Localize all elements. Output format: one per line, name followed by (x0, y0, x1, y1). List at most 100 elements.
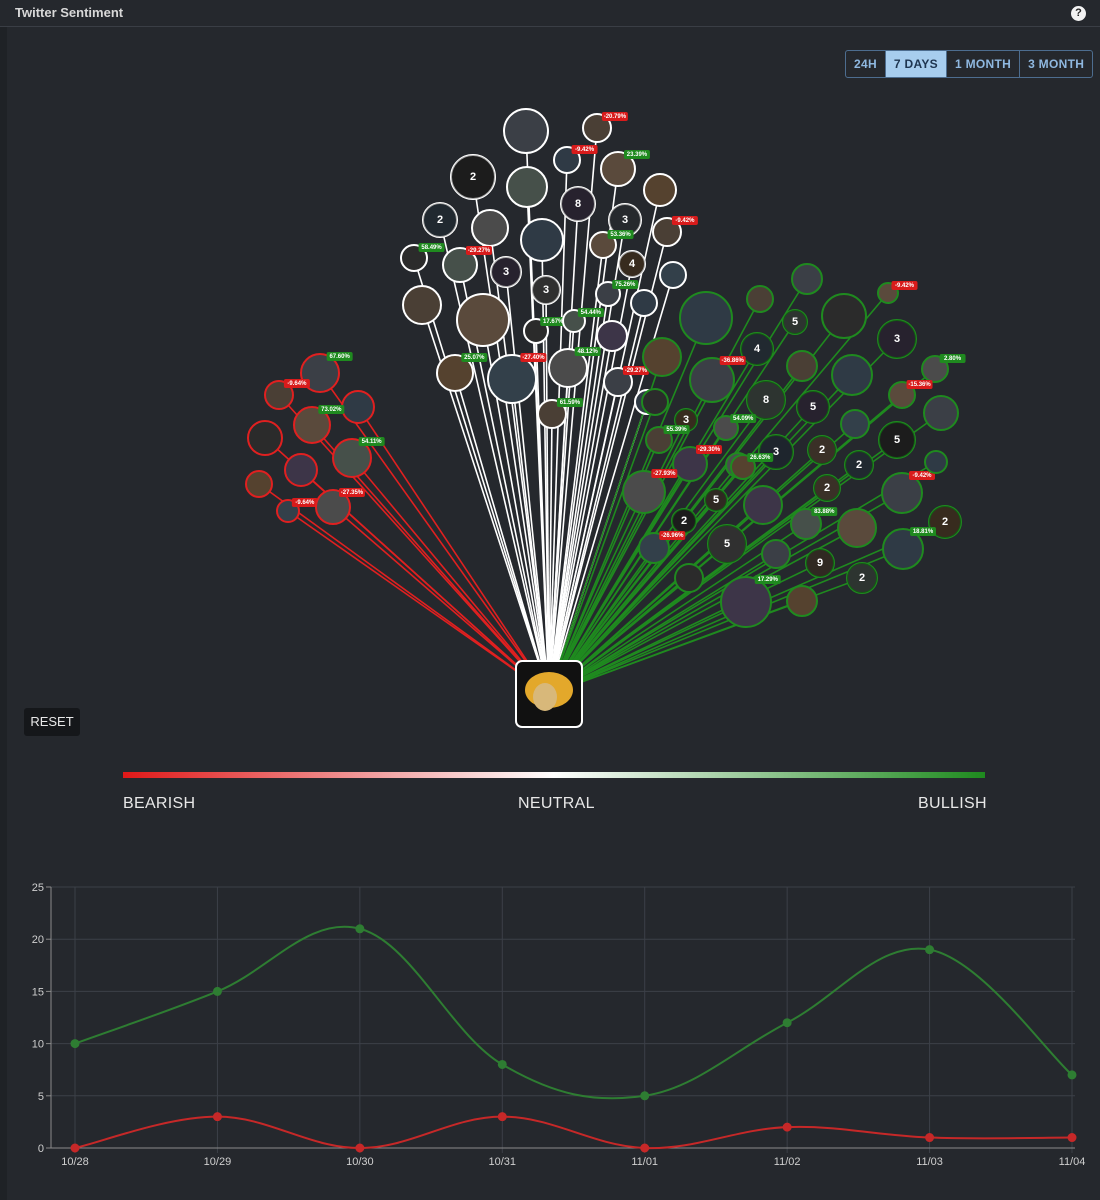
account-node-neu-4[interactable]: 2 (450, 154, 496, 200)
account-avatar[interactable] (743, 485, 783, 525)
account-avatar[interactable] (245, 470, 273, 498)
data-point-0-3[interactable] (497, 1059, 507, 1069)
account-node-bul-47[interactable] (786, 585, 818, 617)
account-node-bul-5[interactable]: 5 (782, 309, 808, 335)
account-avatar[interactable] (641, 388, 669, 416)
account-avatar[interactable] (471, 209, 509, 247)
account-node-neu-30[interactable]: -29.27% (603, 366, 649, 397)
account-node-neu-24[interactable]: 17.67% (523, 317, 567, 344)
account-avatar[interactable] (831, 354, 873, 396)
account-node-bul-18[interactable] (840, 409, 870, 439)
account-node-bul-11[interactable] (786, 350, 818, 382)
account-node-neu-14[interactable]: 58.49% (400, 243, 445, 272)
account-node-neu-3[interactable]: 23.39% (600, 150, 650, 187)
account-avatar[interactable] (720, 576, 772, 628)
account-avatar[interactable] (746, 380, 786, 420)
account-avatar[interactable] (805, 548, 835, 578)
account-node-bul-38[interactable]: -26.96% (638, 531, 686, 564)
account-node-neu-23[interactable] (456, 293, 510, 347)
account-node-neu-26[interactable] (596, 320, 628, 352)
tab-7-days[interactable]: 7 DAYS (885, 51, 947, 77)
account-node-bul-8[interactable]: 4 (740, 332, 774, 366)
account-avatar[interactable] (881, 472, 923, 514)
account-avatar[interactable] (782, 309, 808, 335)
account-avatar[interactable] (402, 285, 442, 325)
account-avatar[interactable] (704, 488, 728, 512)
account-avatar[interactable] (791, 263, 823, 295)
account-avatar[interactable] (456, 293, 510, 347)
data-point-1-0[interactable] (70, 1143, 80, 1153)
account-node-bul-45[interactable]: 2 (846, 562, 878, 594)
account-node-bul-7[interactable] (642, 337, 682, 377)
account-node-bul-12[interactable] (831, 354, 873, 396)
account-avatar[interactable] (560, 186, 596, 222)
account-avatar[interactable] (596, 320, 628, 352)
account-avatar[interactable] (844, 450, 874, 480)
account-node-neu-7[interactable] (643, 173, 677, 207)
account-node-neu-29[interactable]: 48.12% (548, 347, 601, 388)
account-avatar[interactable] (924, 450, 948, 474)
account-node-bul-23[interactable]: 2 (807, 435, 837, 465)
account-node-bul-33[interactable]: 2 (813, 474, 841, 502)
account-avatar[interactable] (341, 390, 375, 424)
account-avatar[interactable] (506, 166, 548, 208)
account-avatar[interactable] (846, 562, 878, 594)
data-point-0-7[interactable] (1067, 1070, 1077, 1080)
account-node-neu-19[interactable]: 3 (531, 275, 561, 305)
account-avatar[interactable] (618, 250, 646, 278)
account-avatar[interactable] (796, 390, 830, 424)
tab-24h[interactable]: 24H (846, 51, 886, 77)
data-point-0-0[interactable] (70, 1039, 80, 1049)
account-node-bul-37[interactable]: 2 (928, 505, 962, 539)
data-point-1-1[interactable] (212, 1112, 222, 1122)
account-node-bul-2[interactable] (679, 291, 733, 345)
account-node-bear-3[interactable]: 73.02% (293, 405, 345, 444)
account-avatar[interactable] (877, 319, 917, 359)
account-node-bear-6[interactable] (284, 453, 318, 487)
tab-1-month[interactable]: 1 MONTH (947, 51, 1021, 77)
data-point-1-3[interactable] (497, 1112, 507, 1122)
account-node-bul-10[interactable]: -36.86% (689, 356, 746, 403)
account-node-bear-1[interactable]: -9.64% (264, 379, 310, 410)
account-node-bul-31[interactable]: 5 (704, 488, 728, 512)
account-node-neu-28[interactable]: -27.40% (487, 353, 547, 404)
account-node-bul-4[interactable] (821, 293, 867, 339)
data-point-1-4[interactable] (640, 1143, 650, 1153)
account-node-neu-0[interactable] (503, 108, 549, 154)
account-node-bear-4[interactable] (247, 420, 283, 456)
account-node-bul-20[interactable] (923, 395, 959, 431)
account-node-bul-0[interactable] (791, 263, 823, 295)
account-avatar[interactable] (659, 261, 687, 289)
account-node-bul-15[interactable]: 8 (746, 380, 786, 420)
account-node-bear-8[interactable]: -9.64% (276, 498, 318, 523)
account-node-bul-3[interactable]: -9.42% (877, 281, 918, 304)
account-avatar[interactable] (761, 539, 791, 569)
account-avatar[interactable] (790, 508, 822, 540)
account-avatar[interactable] (293, 406, 331, 444)
account-node-neu-27[interactable]: 25.07% (436, 353, 488, 392)
account-avatar[interactable] (300, 353, 340, 393)
account-node-bul-39[interactable]: 5 (707, 524, 747, 564)
account-node-neu-11[interactable]: -9.42% (652, 216, 698, 247)
account-node-bul-26[interactable]: -29.30% (672, 445, 722, 482)
data-point-0-4[interactable] (640, 1091, 650, 1101)
account-avatar[interactable] (247, 420, 283, 456)
account-node-bul-41[interactable]: 9 (805, 548, 835, 578)
account-node-bul-22[interactable]: 3 (758, 434, 794, 470)
data-point-0-5[interactable] (782, 1018, 792, 1028)
account-node-bul-35[interactable]: 83.88% (790, 507, 838, 540)
account-avatar[interactable] (548, 348, 588, 388)
account-node-neu-1[interactable]: -20.79% (582, 112, 628, 143)
data-point-0-1[interactable] (212, 986, 222, 996)
account-node-bul-44[interactable] (674, 563, 704, 593)
account-avatar[interactable] (487, 354, 537, 404)
account-avatar[interactable] (707, 524, 747, 564)
account-avatar[interactable] (878, 421, 916, 459)
account-avatar[interactable] (807, 435, 837, 465)
account-node-bul-9[interactable]: 2.80% (921, 354, 966, 383)
account-node-neu-12[interactable] (520, 218, 564, 262)
account-node-bear-9[interactable]: -27.35% (315, 488, 365, 525)
account-node-neu-5[interactable] (506, 166, 548, 208)
account-node-bul-34[interactable]: 2 (671, 508, 697, 534)
account-node-neu-31[interactable]: 61.59% (537, 398, 583, 429)
